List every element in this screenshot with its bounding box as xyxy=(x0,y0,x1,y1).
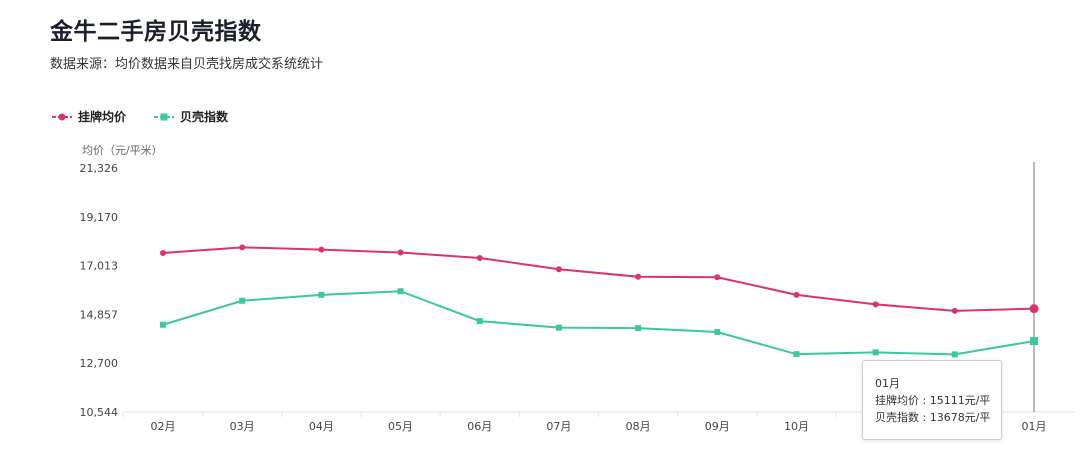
tooltip: 01月 挂牌均价 : 15111元/平 贝壳指数 : 13678元/平 xyxy=(862,360,1002,440)
data-point[interactable] xyxy=(476,254,483,261)
y-tick-label: 17,013 xyxy=(80,260,119,273)
data-point[interactable] xyxy=(318,291,325,298)
series-layer xyxy=(160,244,1039,358)
chart-subtitle: 数据来源：均价数据来自贝壳找房成交系统统计 xyxy=(50,57,324,72)
y-axis-unit-label: 均价（元/平米） xyxy=(82,144,163,157)
legend-label-listing: 挂牌均价 xyxy=(78,110,127,124)
x-tick-label: 06月 xyxy=(467,420,492,433)
legend-label-index: 贝壳指数 xyxy=(180,110,229,124)
data-point[interactable] xyxy=(397,249,404,256)
tooltip-title: 01月 xyxy=(875,377,900,390)
x-tick-label: 08月 xyxy=(626,420,651,433)
x-tick-label: 02月 xyxy=(151,420,176,433)
data-point[interactable] xyxy=(793,351,800,358)
data-point[interactable] xyxy=(160,249,166,256)
legend-item-index[interactable]: 贝壳指数 xyxy=(154,108,228,125)
tooltip-listing-value: 挂牌均价 : 15111元/平 xyxy=(875,394,991,407)
data-point[interactable] xyxy=(397,288,404,295)
y-tick-label: 14,857 xyxy=(80,308,119,321)
chart-title: 金牛二手房贝壳指数 xyxy=(50,19,262,45)
data-point[interactable] xyxy=(1030,337,1038,346)
tooltip-index-value: 贝壳指数 : 13678元/平 xyxy=(875,411,991,424)
x-tick-label: 05月 xyxy=(388,420,413,433)
y-tick-label: 10,544 xyxy=(80,406,119,419)
data-point[interactable] xyxy=(1029,304,1039,314)
legend: 挂牌均价 贝壳指数 xyxy=(52,108,228,125)
x-tick-label: 01月 xyxy=(1022,420,1047,433)
series-line-index xyxy=(162,290,1035,356)
data-point[interactable] xyxy=(555,266,562,273)
legend-item-listing[interactable]: 挂牌均价 xyxy=(52,108,126,125)
x-tick-label: 09月 xyxy=(705,420,730,433)
x-tick-label: 03月 xyxy=(230,420,255,433)
y-tick-label: 12,700 xyxy=(80,357,119,370)
data-point[interactable] xyxy=(872,301,879,308)
data-point[interactable] xyxy=(872,349,879,356)
x-tick-label: 07月 xyxy=(546,420,571,433)
data-point[interactable] xyxy=(635,325,642,332)
x-tick-label: 04月 xyxy=(309,420,334,433)
data-point[interactable] xyxy=(635,273,642,280)
data-point[interactable] xyxy=(239,297,246,304)
y-axis: 21,326 19,170 17,013 14,857 12,700 10,544 xyxy=(80,162,119,419)
data-point[interactable] xyxy=(318,246,325,253)
data-point[interactable] xyxy=(951,307,958,314)
data-point[interactable] xyxy=(714,328,721,335)
legend-swatch-listing xyxy=(52,113,72,120)
data-point[interactable] xyxy=(555,324,562,331)
data-point[interactable] xyxy=(793,291,800,298)
data-point[interactable] xyxy=(714,274,721,281)
legend-swatch-index xyxy=(154,113,175,120)
y-tick-label: 19,170 xyxy=(80,211,119,224)
data-point[interactable] xyxy=(951,351,958,358)
series-line-listing xyxy=(162,246,1035,312)
x-tick-label: 10月 xyxy=(784,420,809,433)
y-tick-label: 21,326 xyxy=(80,162,119,175)
data-point[interactable] xyxy=(476,318,483,325)
data-point[interactable] xyxy=(160,321,166,328)
data-point[interactable] xyxy=(239,244,246,251)
